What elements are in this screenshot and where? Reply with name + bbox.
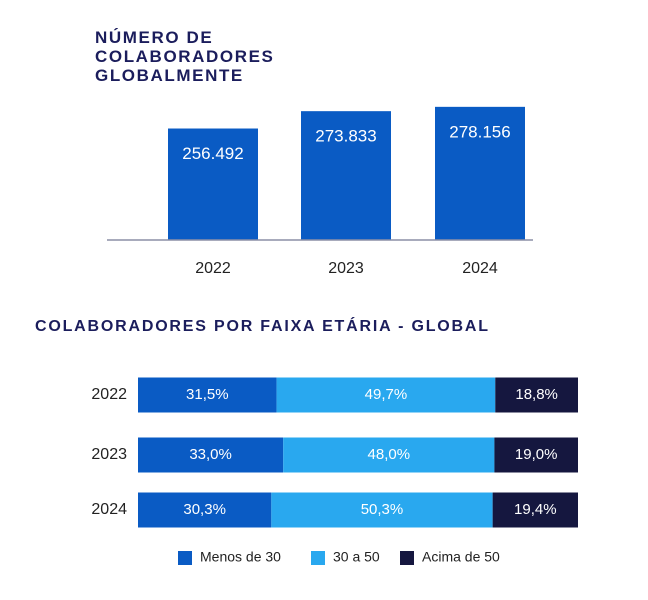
legend-label: Menos de 30 [200,549,281,565]
bar-segment [138,437,284,473]
value-label: 256.492 [182,144,243,163]
y-tick-label: 2023 [91,446,127,463]
x-tick-label: 2024 [462,260,498,277]
chart-title: NÚMERO DE COLABORADORES GLOBALMENTE [95,28,275,85]
legend-swatch [311,551,325,565]
bar-segment [276,377,496,413]
bar [301,111,391,241]
bar-segment [138,492,272,528]
x-tick-label: 2022 [195,260,231,277]
legend-label: 30 a 50 [333,549,380,565]
value-label: 273.833 [315,127,376,146]
bar [435,106,525,241]
value-label: 278.156 [449,122,510,141]
legend-swatch [400,551,414,565]
chart-title: COLABORADORES POR FAIXA ETÁRIA - GLOBAL [35,318,490,335]
value-label: 19,4% [514,501,557,518]
x-tick-label: 2023 [328,260,364,277]
value-label: 18,8% [515,386,558,403]
value-label: 30,3% [183,501,226,518]
value-label: 31,5% [186,386,229,403]
legend-swatch [178,551,192,565]
bar-segment [283,437,495,473]
value-label: 48,0% [368,446,411,463]
value-label: 49,7% [365,386,408,403]
bar-segment [492,492,578,528]
bar [168,128,258,240]
bar-segment [138,377,277,413]
bar-segment [271,492,493,528]
y-tick-label: 2022 [91,386,127,403]
bar-segment [495,377,578,413]
value-label: 50,3% [361,501,404,518]
legend-label: Acima de 50 [422,549,500,565]
value-label: 33,0% [189,446,232,463]
value-label: 19,0% [515,446,558,463]
bar-segment [494,437,578,473]
y-tick-label: 2024 [91,501,127,518]
